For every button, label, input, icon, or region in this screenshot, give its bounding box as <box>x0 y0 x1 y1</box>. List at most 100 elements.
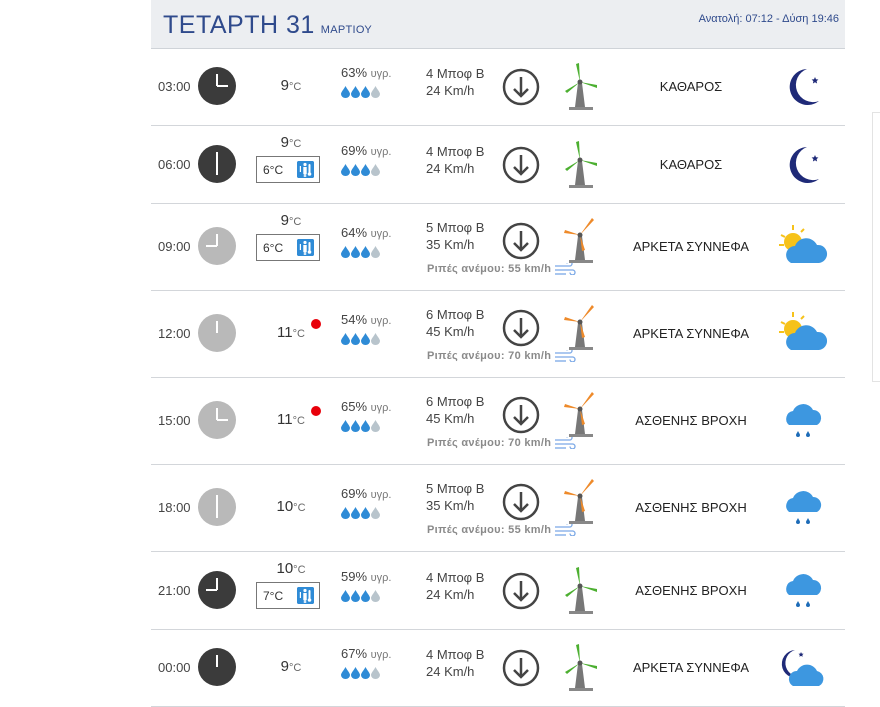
moon-cloud-icon <box>777 644 829 692</box>
humidity-value: 67% <box>341 646 368 661</box>
humidity-suffix: υγρ. <box>370 315 392 327</box>
humidity-drops-icon <box>341 332 411 345</box>
wind-turbine-icon <box>559 477 601 525</box>
wind-beaufort: 6 Μποφ Β <box>426 394 485 409</box>
feels-like-value: 7°C <box>263 589 284 603</box>
forecast-panel: ΤΕΤΑΡΤΗ 31 ΜΑΡΤΙΟΥ Ανατολή: 07:12 - Δύση … <box>151 0 845 707</box>
humidity-suffix: υγρ. <box>370 571 392 584</box>
moon-icon <box>777 141 829 189</box>
humidity-drops-icon <box>341 506 411 519</box>
forecast-row: 06:00 9°C 6°C 69% υγρ. 4 Μποφ Β 24 Km/h ΚΑΘΑΡΟ… <box>151 126 845 204</box>
heat-warning-dot <box>311 319 321 329</box>
feels-like-box: 6°C <box>256 234 320 261</box>
humidity-value: 64% <box>341 225 368 240</box>
time-label: 12:00 <box>158 326 191 341</box>
wind-speed: 24 Km/h <box>426 83 475 98</box>
feels-like-box: 7°C <box>256 582 320 609</box>
humidity-value: 69% <box>341 142 368 158</box>
humidity-value: 63% <box>341 65 368 80</box>
feels-like-value: 6°C <box>263 241 284 255</box>
humidity: 63% υγρ. <box>341 65 411 98</box>
feels-like-icon <box>297 161 314 178</box>
wind-speed: 35 Km/h <box>426 237 475 252</box>
wind-beaufort: 5 Μποφ Β <box>426 481 485 496</box>
wind-beaufort: 6 Μποφ Β <box>426 307 485 322</box>
wind-turbine-icon <box>559 140 601 189</box>
time-label: 03:00 <box>158 79 191 94</box>
wind-turbine-icon <box>559 63 601 111</box>
wind-direction-icon <box>501 648 541 688</box>
temperature: 11°C <box>277 411 305 428</box>
wind-turbine-icon <box>559 216 601 264</box>
wind-speed: 45 Km/h <box>426 324 475 339</box>
temperature: 10°C <box>276 560 306 577</box>
wind-info: 4 Μποφ Β 24 Km/h <box>426 143 484 177</box>
humidity-suffix: υγρ. <box>370 649 392 661</box>
wind-gust-icon <box>551 434 576 450</box>
humidity: 59% υγρ. <box>341 568 411 602</box>
temperature: 9°C <box>280 134 302 151</box>
wind-speed: 24 Km/h <box>426 586 475 602</box>
moon-icon <box>777 63 829 111</box>
condition-label: ΑΣΘΕΝΗΣ ΒΡΟΧΗ <box>635 413 747 428</box>
wind-speed: 24 Km/h <box>426 160 475 176</box>
humidity-value: 59% <box>341 568 368 584</box>
sun-cloud-icon <box>777 223 829 271</box>
clock-icon <box>198 570 236 609</box>
wind-direction-icon <box>501 67 541 107</box>
condition-label: ΑΡΚΕΤΑ ΣΥΝΝΕΦΑ <box>632 239 750 254</box>
condition-label: ΑΣΘΕΝΗΣ ΒΡΟΧΗ <box>635 582 747 598</box>
wind-turbine-icon <box>559 644 601 692</box>
day-month: ΜΑΡΤΙΟΥ <box>320 24 373 36</box>
feels-like-box: 6°C <box>256 156 320 183</box>
temperature: 9°C <box>280 212 302 229</box>
wind-info: 5 Μποφ Β 35 Km/h <box>426 480 484 514</box>
humidity-drops-icon <box>341 245 411 258</box>
wind-gust: Ριπές ανέμου: 55 km/h <box>427 260 576 276</box>
wind-direction-icon <box>501 482 541 522</box>
clock-icon <box>198 648 236 686</box>
wind-direction-icon <box>501 145 541 185</box>
wind-info: 4 Μποφ Β 24 Km/h <box>426 65 484 99</box>
wind-beaufort: 4 Μποφ Β <box>426 569 485 585</box>
wind-gust: Ριπές ανέμου: 70 km/h <box>427 347 576 363</box>
wind-beaufort: 5 Μποφ Β <box>426 220 485 235</box>
clock-icon <box>198 144 236 183</box>
forecast-row: 00:00 9°C 67% υγρ. 4 Μποφ Β 24 Km/h ΑΡΚΕΤΑ ΣΥ… <box>151 630 845 707</box>
wind-beaufort: 4 Μποφ Β <box>426 647 485 662</box>
time-label: 18:00 <box>158 500 191 515</box>
wind-speed: 24 Km/h <box>426 664 475 679</box>
humidity-value: 54% <box>341 312 368 327</box>
forecast-row: 09:00 9°C 6°C 64% υγρ. 5 Μποφ Β 35 Km/h Ριπές … <box>151 204 845 291</box>
rain-cloud-icon <box>777 567 829 615</box>
forecast-row: 21:00 10°C 7°C 59% υγρ. 4 Μποφ Β 24 Km/h ΑΣΘΕΝ… <box>151 552 845 630</box>
time-label: 21:00 <box>158 582 191 598</box>
day-header: ΤΕΤΑΡΤΗ 31 ΜΑΡΤΙΟΥ Ανατολή: 07:12 - Δύση … <box>151 0 845 49</box>
feels-like-value: 6°C <box>263 163 284 177</box>
rain-cloud-icon <box>777 397 829 445</box>
clock-icon <box>198 227 236 265</box>
wind-info: 6 Μποφ Β 45 Km/h <box>426 306 484 340</box>
wind-turbine-icon <box>559 566 601 615</box>
humidity-suffix: υγρ. <box>370 228 392 240</box>
forecast-row: 12:00 11°C 54% υγρ. 6 Μποφ Β 45 Km/h Ριπές αν… <box>151 291 845 378</box>
humidity: 67% υγρ. <box>341 646 411 679</box>
time-label: 00:00 <box>158 660 191 675</box>
humidity-drops-icon <box>341 666 411 679</box>
wind-direction-icon <box>501 571 541 611</box>
humidity-value: 65% <box>341 399 368 414</box>
time-label: 09:00 <box>158 239 191 254</box>
heat-warning-dot <box>311 406 321 416</box>
clock-icon <box>198 314 236 352</box>
humidity: 69% υγρ. <box>341 486 411 519</box>
wind-direction-icon <box>501 221 541 261</box>
time-label: 15:00 <box>158 413 191 428</box>
wind-info: 4 Μποφ Β 24 Km/h <box>426 569 484 603</box>
temperature: 9°C <box>280 658 302 675</box>
wind-gust: Ριπές ανέμου: 55 km/h <box>427 521 576 537</box>
wind-direction-icon <box>501 308 541 348</box>
clock-icon <box>198 401 236 439</box>
wind-beaufort: 4 Μποφ Β <box>426 143 485 159</box>
condition-label: ΚΑΘΑΡΟΣ <box>659 79 723 94</box>
temperature: 10°C <box>276 498 306 515</box>
